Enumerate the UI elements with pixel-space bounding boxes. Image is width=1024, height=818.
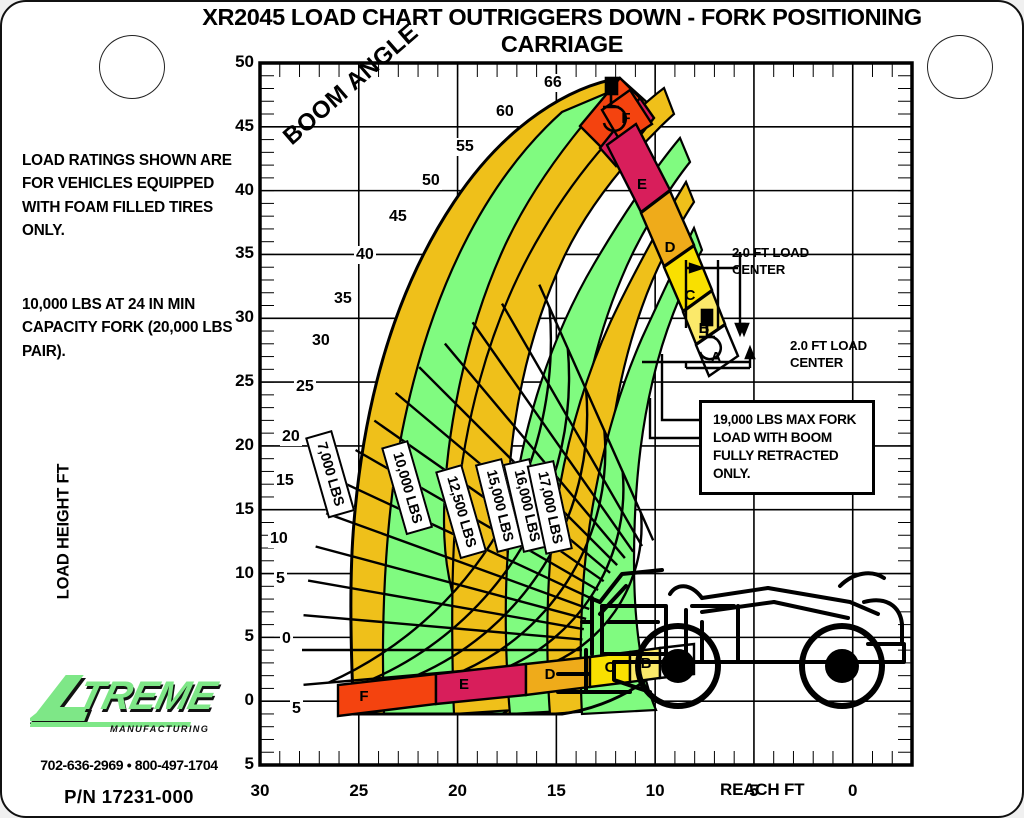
note-min-capacity-fork: 10,000 LBS AT 24 IN MIN CAPACITY FORK (2… xyxy=(22,296,233,360)
page-title-line-1: XR2045 LOAD CHART OUTRIGGERS DOWN - FORK… xyxy=(202,4,922,30)
zone-C-bottom-label: C xyxy=(604,658,616,676)
boom-angle-35: 35 xyxy=(332,290,354,308)
y-tick-10: 10 xyxy=(235,562,254,582)
annotation-load-center-lower: 2.0 FT LOAD CENTER xyxy=(790,338,867,370)
boom-angle-25: 25 xyxy=(294,378,316,396)
y-tick-50: 50 xyxy=(235,52,254,71)
zone-strip-right xyxy=(600,88,740,378)
annotation-max-fork-load: 19,000 LBS MAX FORK LOAD WITH BOOM FULLY… xyxy=(699,400,875,496)
y-tick--5: 5 xyxy=(244,754,254,773)
boom-angle-60: 60 xyxy=(494,103,516,121)
zone-F-bottom-label: F xyxy=(359,687,369,705)
boom-angle-50: 50 xyxy=(420,172,442,190)
note-foam-filled-tires: LOAD RATINGS SHOWN ARE FOR VEHICLES EQUI… xyxy=(22,152,232,239)
x-tick-15: 15 xyxy=(546,781,566,800)
x-tick-20: 20 xyxy=(448,781,468,800)
y-tick-5: 5 xyxy=(244,626,254,646)
annotation-load-center-upper: 2.0 FT LOAD CENTER xyxy=(732,245,809,277)
envelope-outline xyxy=(349,76,679,716)
boom-angle-55: 55 xyxy=(454,138,476,156)
hook-icon xyxy=(602,76,628,133)
y-tick-15: 15 xyxy=(235,498,254,518)
mounting-hole-left xyxy=(99,35,165,99)
y-tick-30: 30 xyxy=(235,307,254,327)
x-tick-25: 25 xyxy=(349,781,369,800)
y-tick-45: 45 xyxy=(235,115,254,135)
zone-C-right-label: C xyxy=(684,286,696,304)
boom-angle-30: 30 xyxy=(310,332,332,350)
part-number: P/N 17231-000 xyxy=(64,786,194,807)
boom-angle-10: 10 xyxy=(268,530,290,548)
y-axis-tick-labels: 5 0 5 10 15 20 25 30 35 40 45 50 xyxy=(206,2,254,816)
mounting-hole-right xyxy=(927,35,993,99)
boom-angle-66: 66 xyxy=(542,74,564,92)
boom-angle-5: 5 xyxy=(274,570,287,588)
boom-angle-45: 45 xyxy=(387,208,409,226)
zone-F-right-label: F xyxy=(621,109,631,127)
page-title-line-2: CARRIAGE xyxy=(500,31,624,58)
x-tick-30: 30 xyxy=(250,781,270,800)
hook-icon-lower xyxy=(698,308,723,361)
boom-angle-15: 15 xyxy=(274,472,296,490)
x-axis-tick-labels: 30 25 20 15 10 5 0 xyxy=(2,781,1022,807)
x-tick-10: 10 xyxy=(645,781,665,800)
zone-B-bottom-label: B xyxy=(640,654,652,672)
logo-subtext: MANUFACTURING xyxy=(110,724,210,734)
y-tick-20: 20 xyxy=(235,434,254,454)
zone-D-bottom-label: D xyxy=(544,665,556,683)
zone-B-right-label: B xyxy=(698,319,710,337)
svg-text:TREME: TREME xyxy=(74,673,223,718)
zone-E-bottom-label: E xyxy=(458,675,469,693)
svg-text:TREME: TREME xyxy=(75,676,224,721)
y-tick-35: 35 xyxy=(235,243,254,263)
boom-angle-20: 20 xyxy=(280,428,302,446)
boom-angle-40: 40 xyxy=(354,246,376,264)
band-17000-lbs xyxy=(579,225,704,716)
x-tick-5: 5 xyxy=(749,781,759,800)
page-title: XR2045 LOAD CHART OUTRIGGERS DOWN - FORK… xyxy=(122,4,1002,59)
xtreme-logo-icon: TREME TREME MANUFACTURING xyxy=(30,670,240,742)
zone-D-right-label: D xyxy=(664,238,676,256)
zone-A-bottom-label: A xyxy=(672,650,684,668)
boom-angle--5: 5 xyxy=(290,700,303,718)
y-tick-40: 40 xyxy=(235,179,254,199)
zone-A-right xyxy=(694,323,740,378)
y-tick-25: 25 xyxy=(235,371,254,391)
y-tick-0: 0 xyxy=(244,690,254,710)
zone-E-right-label: E xyxy=(636,175,647,193)
boom-angle-0: 0 xyxy=(280,630,293,648)
telehandler-icon xyxy=(556,568,906,709)
x-axis-title: REACH FT xyxy=(720,780,805,799)
contact-phone: 702-636-2969 • 800-497-1704 xyxy=(40,757,218,773)
callout-leaders xyxy=(642,252,756,440)
zone-A-right-label: A xyxy=(710,348,722,366)
x-tick-0: 0 xyxy=(847,781,858,800)
